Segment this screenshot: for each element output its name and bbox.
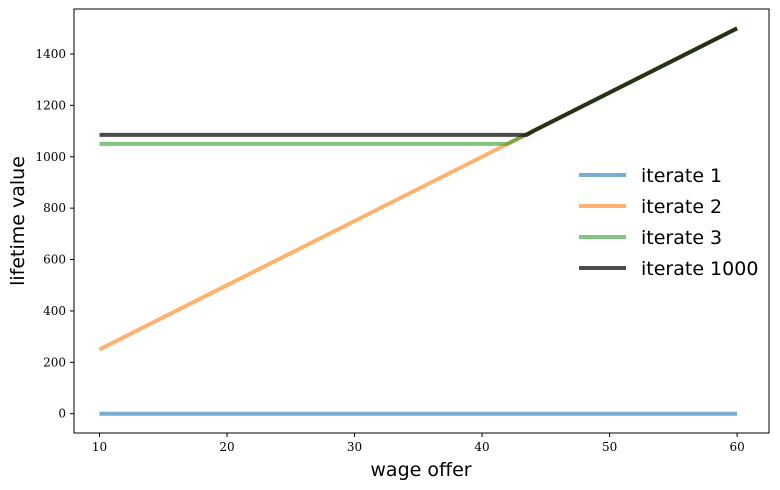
legend-label-3: iterate 3 [641,227,722,249]
y-tick-label: 200 [43,355,66,369]
x-tick-label: 30 [347,440,362,454]
legend-label-1: iterate 1 [641,165,722,187]
legend-label-2: iterate 2 [641,196,722,218]
plot-background [74,9,769,433]
y-tick-label: 600 [43,253,66,267]
x-tick-label: 40 [474,440,489,454]
legend-label-4: iterate 1000 [641,258,758,280]
y-tick-label: 1000 [35,150,66,164]
x-axis-title: wage offer [370,459,471,481]
x-tick-label: 20 [219,440,234,454]
y-tick-label: 0 [58,407,66,421]
y-tick-label: 1200 [35,98,66,112]
y-tick-label: 400 [43,304,66,318]
x-tick-label: 50 [602,440,617,454]
plot-frame [73,8,770,434]
y-tick-label: 1400 [35,47,66,61]
y-axis-ticks: 0 200 400 600 800 1000 1200 1400 [35,47,74,421]
series-line-4 [99,26,739,137]
x-axis-ticks: 10 20 30 40 50 60 [92,433,745,454]
legend: iterate 1 iterate 2 iterate 3 iterate 1000 [579,165,758,280]
x-tick-label: 10 [92,440,107,454]
x-tick-label: 60 [729,440,744,454]
y-tick-label: 800 [43,201,66,215]
y-axis-title: lifetime value [7,156,29,286]
series-layer [98,26,739,416]
